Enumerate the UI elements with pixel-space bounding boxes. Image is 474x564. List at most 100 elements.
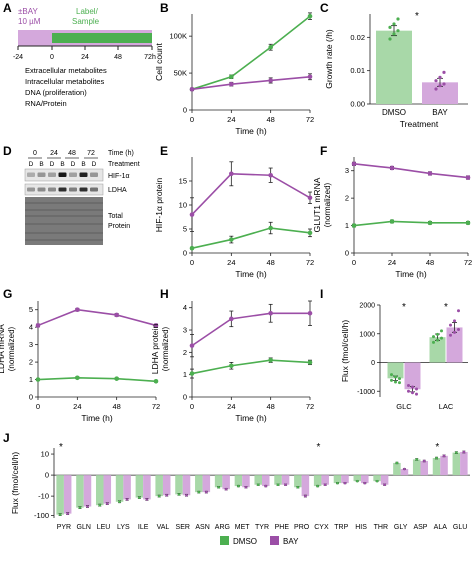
dmso-point: [336, 481, 339, 485]
label-sample-2: Sample: [72, 17, 100, 26]
bay-bar: [420, 460, 429, 476]
y-axis-label-2: (normalized): [7, 326, 16, 371]
y-axis-label: HIF-1α protein: [154, 177, 164, 232]
bay-bar: [162, 475, 171, 496]
y-tick-label: -100: [34, 511, 49, 520]
bay-line: [191, 75, 311, 91]
legend-label-dmso: DMSO: [233, 537, 257, 546]
y-tick-label: 0: [29, 393, 33, 402]
dmso-point: [268, 357, 273, 363]
dmso-point: [268, 225, 273, 231]
panel-letter-a: A: [3, 1, 12, 15]
x-axis-label: Time (h): [235, 269, 266, 279]
dmso-point: [307, 230, 313, 236]
dmso-dot: [398, 381, 401, 385]
category-label: MET: [235, 524, 251, 531]
category-label: TYR: [255, 524, 269, 531]
dmso-dot: [432, 340, 435, 344]
bay-dot: [411, 385, 414, 389]
y-tick-label: 2: [29, 358, 33, 367]
panel-a-timeline: ±BAY 10 µM Label/ Sample -24 0 24 48 72h…: [13, 7, 156, 108]
category-label: ALA: [434, 524, 448, 531]
bay-dot: [453, 330, 456, 334]
panel-letter-c: C: [320, 1, 329, 15]
dmso-dot: [440, 336, 443, 340]
category-label: HIS: [355, 524, 367, 531]
treatment-label-2: 10 µM: [18, 17, 41, 26]
y-tick-label: 2000: [359, 303, 375, 310]
bay-point: [224, 487, 228, 491]
dmso-bar: [373, 475, 381, 482]
blot-hif-band-5: [69, 172, 77, 177]
y-axis-label: LDHA mRNA: [0, 324, 6, 374]
panel-letter-e: E: [160, 144, 168, 158]
timeline-tick-label-1: -24: [13, 54, 23, 61]
dmso-dot: [394, 375, 397, 379]
dmso-dot: [390, 378, 393, 382]
dmso-point: [189, 371, 195, 376]
dmso-point: [296, 485, 300, 489]
bay-point: [153, 323, 159, 328]
dmso-bar: [294, 475, 302, 488]
blot-lane-label-1: D: [29, 161, 34, 168]
x-tick-label: 48: [266, 115, 274, 124]
dmso-point: [78, 506, 82, 509]
bay-point: [75, 307, 80, 313]
panel-letter-b: B: [160, 1, 169, 15]
dmso-line: [191, 359, 311, 375]
bay-bar: [301, 475, 310, 497]
x-tick-label: 0: [190, 258, 194, 267]
dmso-dot: [432, 335, 435, 339]
blot-ldha-band-4: [58, 187, 67, 192]
blot-hif-band-4: [58, 172, 67, 177]
panel-letters: A B C D E F G H I J: [3, 1, 329, 445]
bay-dot: [407, 384, 410, 387]
y-tick-label: 1: [345, 221, 349, 230]
y-axis-label: GLUT1 mRNA: [312, 177, 322, 232]
x-tick-label: 48: [266, 258, 274, 267]
y-axis-label: Flux (fmol/cell/h): [10, 452, 20, 515]
y-tick-label: 15: [179, 177, 187, 186]
dmso-dot: [398, 377, 401, 381]
x-axis-label: Time (h): [235, 126, 266, 136]
dmso-point: [118, 500, 121, 504]
dmso-point: [153, 378, 159, 384]
dmso-point: [268, 44, 273, 50]
bay-point: [323, 483, 327, 487]
panel-i-flux: -1000 0 1000 2000 Flux (fmol/cell/h) GLC * LAC *: [340, 302, 468, 411]
y-tick-label: 0: [183, 106, 187, 115]
bay-bar: [63, 475, 72, 514]
significance-star: *: [402, 302, 406, 313]
dmso-dot: [388, 37, 392, 41]
bay-bar: [440, 455, 448, 476]
dmso-point: [229, 74, 234, 80]
dmso-bar: [195, 475, 203, 493]
dmso-point: [75, 375, 80, 381]
panel-letter-d: D: [3, 144, 12, 158]
blot-total-protein-streaks: [25, 202, 103, 241]
timeline-tick-label-2: 0: [50, 54, 54, 61]
dmso-point: [307, 13, 313, 19]
panel-f-glut1-mrna: 0 1 2 3 0 24 48 72 Time (h) GLUT1 mRNA (normalized…: [312, 157, 472, 279]
legend-swatch-bay: [270, 536, 279, 545]
x-axis-label: Treatment: [400, 119, 439, 129]
dmso-point: [351, 223, 357, 228]
bay-dot: [434, 87, 438, 91]
bay-point: [343, 481, 347, 485]
bay-point: [284, 483, 287, 487]
bay-dot: [434, 79, 438, 83]
y-tick-label: 2: [345, 194, 349, 203]
dmso-dot: [394, 380, 397, 384]
bay-bar: [103, 475, 112, 504]
bay-point: [189, 87, 195, 92]
dmso-point: [58, 513, 62, 516]
panel-letter-i: I: [320, 287, 323, 301]
category-label: GLN: [77, 524, 91, 531]
bay-point: [229, 81, 234, 87]
bay-bar: [341, 475, 349, 484]
blot-lane-label-2: B: [39, 161, 43, 168]
bay-bar: [361, 475, 369, 484]
bay-point: [462, 450, 466, 454]
x-tick-label: 48: [266, 402, 274, 411]
